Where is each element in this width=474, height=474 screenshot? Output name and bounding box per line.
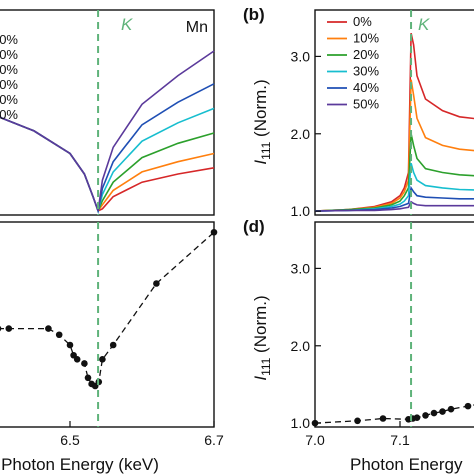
panel-c-chart: 6.5 6.7 Photon Energy (keV)	[0, 221, 224, 474]
panel-c-data-point	[109, 341, 117, 349]
panel-d-x-tick-label: 7.0	[305, 432, 325, 448]
panel-b-edge-label: K	[418, 15, 430, 34]
panel-b-y-tick-label: 2.0	[291, 126, 311, 142]
panel-c-data-point	[84, 374, 92, 382]
panel-d-y-tick-label: 2.0	[291, 338, 311, 354]
panel-d-chart: (d) 1.0 2.0 3.0 7.0 7.1 I111 (Norm.) Photon…	[243, 217, 474, 474]
panel-b-y-axis-label: I111 (Norm.)	[251, 79, 273, 164]
panel-d-data-point	[354, 417, 361, 425]
panel-a-legend-label: 20%	[0, 62, 18, 77]
panel-b-series-line-3	[314, 162, 474, 212]
panel-c-x-axis-label: Photon Energy (keV)	[1, 455, 159, 474]
panel-c-data-point	[66, 341, 74, 349]
panel-d-y-tick-label: 3.0	[291, 260, 311, 276]
panel-b-y-tick-label: 3.0	[291, 48, 311, 64]
panel-a-legend-label: 50%	[0, 107, 18, 122]
panel-a-legend-label: 10%	[0, 47, 18, 62]
panel-a-series-line-5	[0, 50, 215, 212]
panel-a-chart: K Mn 0%10%20%30%40%50%	[0, 9, 215, 216]
panel-a-series-line-3	[0, 107, 215, 214]
panel-a-edge-label: K	[121, 15, 133, 34]
panel-c-data-point	[0, 325, 2, 332]
panel-b-series-line-2	[314, 133, 474, 212]
panel-a-legend-label: 0%	[0, 32, 18, 47]
panel-d-data-point	[464, 402, 472, 410]
panel-d-frame	[314, 221, 474, 428]
panel-b-legend-label: 20%	[353, 47, 379, 62]
panel-d-y-tick-label: 1.0	[291, 415, 311, 431]
panel-b-y-tick-label: 1.0	[291, 203, 311, 219]
panel-b-frame	[314, 9, 474, 216]
panel-a-legend-label: 40%	[0, 92, 18, 107]
panel-c-data-point	[210, 228, 218, 236]
panel-a-frame	[0, 9, 215, 216]
panel-c-data-point	[81, 360, 88, 367]
panel-c-dashed-line	[0, 231, 215, 387]
panel-b-series-line-4	[314, 185, 474, 212]
panel-d-data-point	[413, 414, 421, 422]
panel-d-data-point	[430, 409, 438, 417]
panel-b-series	[314, 33, 474, 212]
panel-c-x-tick-label: 6.7	[204, 432, 224, 448]
panel-b-label: (b)	[243, 5, 265, 24]
panel-b-series-line-1	[314, 79, 474, 212]
panel-c-data-point	[45, 325, 52, 332]
panel-d-data-point	[422, 412, 429, 419]
panel-b-legend-label: 0%	[353, 14, 372, 29]
panel-b-legend-label: 40%	[353, 80, 379, 95]
panel-c-x-tick-label: 6.5	[60, 432, 80, 448]
panel-c-data-point	[99, 356, 106, 363]
panel-c-data-point	[55, 331, 63, 339]
panel-d-x-axis-label: Photon Energy	[350, 455, 463, 474]
panel-d-dashed-line	[314, 404, 474, 424]
panel-d-data-point	[447, 405, 455, 413]
panel-c-points	[0, 228, 218, 390]
panel-b-y-ticks: 1.0 2.0 3.0	[291, 48, 321, 219]
panel-d-label: (d)	[243, 217, 265, 236]
panel-d-y-ticks: 1.0 2.0 3.0	[291, 260, 321, 431]
panel-c-frame	[0, 221, 215, 428]
panel-a-legend-label: 30%	[0, 77, 18, 92]
panel-a-series	[0, 50, 215, 214]
panel-b-chart: (b) K 1.0 2.0 3.0 I111 (Norm.) 0% 10%20% 30%…	[243, 5, 474, 219]
panel-c-data-point	[5, 325, 13, 332]
panel-d-x-tick-label: 7.1	[390, 432, 410, 448]
panel-b-legend-label: 10%	[353, 31, 379, 46]
panel-c-x-ticks: 6.5 6.7	[60, 421, 224, 448]
panel-c-data-point	[73, 356, 81, 363]
panel-d-x-ticks: 7.0 7.1	[305, 421, 410, 448]
panel-b-legend-label: 30%	[353, 64, 379, 79]
panel-d-data-point	[379, 415, 387, 422]
panel-b-legend: 0% 10%20% 30%40% 50%	[327, 14, 379, 112]
panel-b-series-line-5	[314, 200, 474, 212]
panel-a-legend: 0%10%20%30%40%50%	[0, 32, 18, 122]
panel-d-y-axis-label: I111 (Norm.)	[251, 295, 273, 380]
panel-a-element-label: Mn	[186, 19, 208, 36]
panel-d-data-point	[439, 408, 446, 415]
panel-c-data-point	[153, 280, 160, 287]
panel-b-legend-label: 50%	[353, 97, 379, 112]
panel-b-series-line-0	[314, 33, 474, 212]
